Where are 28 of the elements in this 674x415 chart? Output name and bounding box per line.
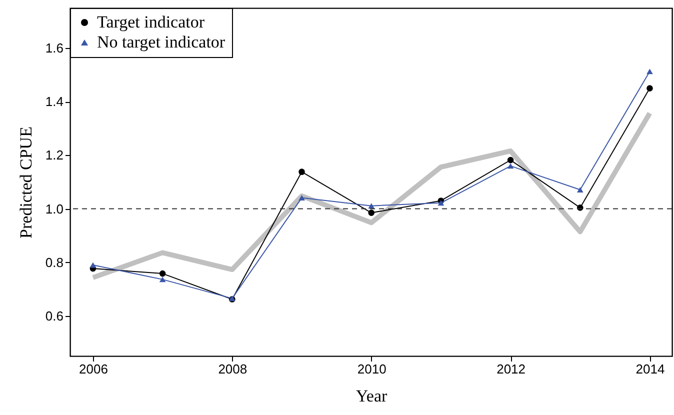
point — [90, 262, 96, 268]
x-tick-label: 2014 — [636, 362, 665, 376]
y-tick-label: 0.6 — [45, 308, 64, 324]
legend-label: Target indicator — [97, 12, 205, 32]
point — [646, 85, 653, 92]
point — [368, 203, 375, 209]
point — [159, 276, 166, 282]
x-tick-label: 2008 — [218, 362, 248, 376]
legend-label: No target indicator — [97, 32, 226, 52]
y-tick-label: 1.4 — [45, 94, 64, 110]
y-tick-label: 1.0 — [45, 201, 64, 216]
point — [438, 200, 444, 206]
point — [507, 163, 514, 169]
x-axis-title: Year — [356, 386, 388, 406]
y-tick-label: 1.6 — [45, 40, 64, 56]
x-tick-label: 2010 — [357, 362, 386, 376]
y-axis-title: Predicted CPUE — [16, 126, 36, 238]
y-tick-label: 1.2 — [45, 148, 64, 163]
x-tick-label: 2012 — [496, 362, 526, 376]
point — [507, 156, 514, 164]
x-tick-label: 2006 — [79, 362, 108, 376]
point — [576, 187, 584, 192]
point — [298, 168, 305, 175]
y-tick-label: 0.8 — [45, 254, 64, 270]
point — [159, 270, 166, 277]
point — [646, 68, 653, 74]
point — [368, 210, 375, 216]
point — [298, 195, 305, 201]
